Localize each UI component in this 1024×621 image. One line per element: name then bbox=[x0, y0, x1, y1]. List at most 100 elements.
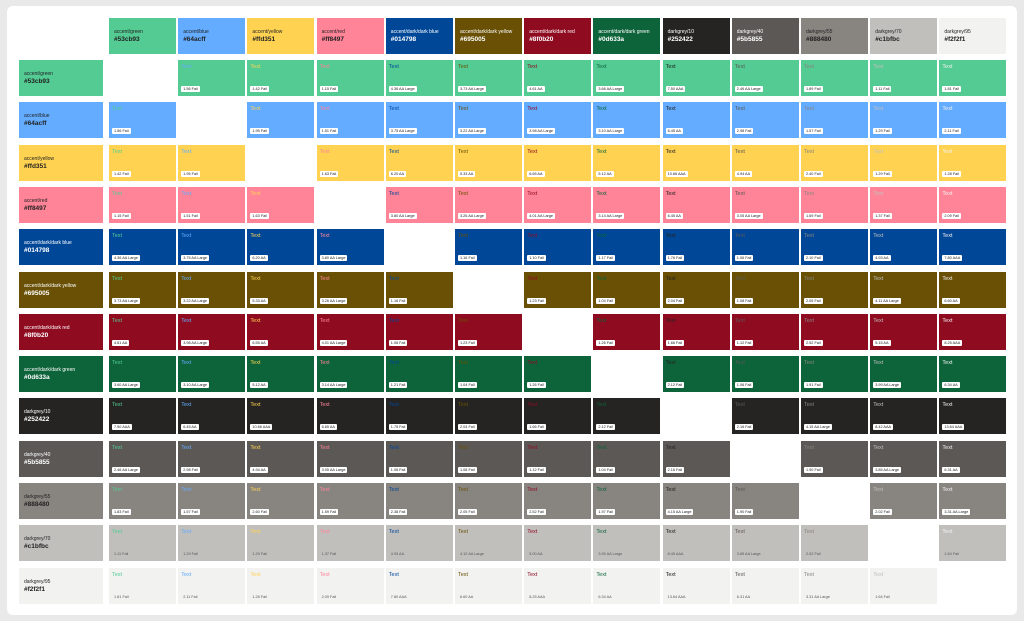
row-header: accent/yellow #ffd351 bbox=[19, 144, 103, 181]
contrast-result-badge: 3.75 AA Large bbox=[181, 255, 210, 262]
contrast-swatch: Text 3.85 AA Large bbox=[870, 440, 938, 477]
sample-text: Text bbox=[250, 106, 261, 113]
sample-text: Text bbox=[319, 64, 330, 70]
row-color-name: darkgrey/55 bbox=[24, 494, 51, 500]
contrast-swatch: Text 6.31 AA bbox=[939, 440, 1007, 477]
sample-text: Text bbox=[665, 529, 676, 536]
sample-text: Text bbox=[942, 529, 953, 536]
sample-text: Text bbox=[112, 148, 123, 155]
sample-text: Text bbox=[112, 529, 123, 536]
sample-text: Text bbox=[319, 317, 330, 324]
contrast-result-badge: 1.29 Fail bbox=[183, 552, 198, 557]
contrast-result-badge: 3.14 AA Large bbox=[319, 382, 348, 389]
contrast-result-badge: 1.12 Fail bbox=[527, 466, 546, 473]
sample-text: Text bbox=[250, 487, 261, 493]
contrast-result-badge: 1.11 Fail bbox=[114, 552, 129, 557]
contrast-result-badge: 2.16 Fail bbox=[734, 424, 754, 431]
sample-text: Text bbox=[319, 148, 330, 155]
column-color-name: darkgrey/40 bbox=[736, 29, 764, 35]
sample-text: Text bbox=[942, 275, 953, 282]
sample-text: Text bbox=[458, 487, 469, 493]
sample-text: Text bbox=[527, 487, 538, 493]
row-color-hex: #252422 bbox=[24, 416, 50, 424]
sample-text: Text bbox=[527, 233, 538, 240]
contrast-swatch: Text 1.11 Fail bbox=[109, 525, 176, 562]
contrast-swatch: Text 13.64 AAA bbox=[662, 567, 730, 604]
sample-text: Text bbox=[665, 233, 676, 240]
sample-text: Text bbox=[873, 148, 884, 155]
contrast-swatch: Text 2.98 Fail bbox=[731, 102, 799, 139]
contrast-swatch: Text 1.12 Fail bbox=[731, 313, 799, 350]
contrast-result-badge: 4.15 AA Large bbox=[665, 509, 694, 515]
contrast-result-badge: 3.60 AA Large bbox=[112, 382, 140, 389]
contrast-swatch: Text 5.33 AA bbox=[247, 271, 315, 308]
sample-text: Text bbox=[458, 444, 469, 451]
column-color-name: darkgrey/10 bbox=[667, 29, 694, 35]
contrast-swatch: Text 1.23 Fail bbox=[455, 313, 522, 350]
contrast-swatch: Text 3.73 AA Large bbox=[455, 60, 522, 96]
sample-text: Text bbox=[250, 64, 261, 70]
sample-text: Text bbox=[804, 402, 815, 409]
sample-text: Text bbox=[319, 571, 330, 578]
contrast-result-badge: 5.33 AA bbox=[250, 297, 268, 304]
contrast-result-badge: 7.80 AAA bbox=[390, 594, 407, 599]
contrast-swatch: Text 1.23 Fail bbox=[524, 271, 592, 308]
sample-text: Text bbox=[873, 487, 884, 493]
sample-text: Text bbox=[112, 233, 123, 240]
contrast-swatch: Text 1.28 Fail bbox=[247, 567, 315, 604]
contrast-swatch: Text 6.55 AA bbox=[247, 313, 315, 350]
contrast-swatch: Text 4.36 AA Large bbox=[109, 229, 176, 266]
sample-text: Text bbox=[665, 444, 676, 451]
sample-text: Text bbox=[804, 64, 815, 70]
contrast-swatch: Text 3.31 AA Large bbox=[939, 483, 1007, 519]
column-header: accent/dark/dark yellow #695005 bbox=[455, 18, 522, 54]
column-color-name: darkgrey/95 bbox=[944, 29, 971, 35]
contrast-result-badge: 2.98 Fail bbox=[181, 466, 200, 473]
sample-text: Text bbox=[734, 106, 745, 113]
contrast-result-badge: 3.98 AA Large bbox=[527, 128, 556, 135]
sample-text: Text bbox=[942, 106, 953, 113]
contrast-result-badge: 3.80 AA Large bbox=[388, 212, 417, 219]
sample-text: Text bbox=[181, 444, 192, 451]
contrast-result-badge: 4.36 AA Large bbox=[112, 255, 140, 262]
row-color-name: accent/dark/dark yellow bbox=[24, 282, 77, 289]
contrast-swatch: Text 4.94 AA bbox=[247, 440, 315, 477]
contrast-swatch: Text 13.64 AAA bbox=[939, 398, 1007, 435]
contrast-result-badge: 1.42 Fail bbox=[250, 86, 269, 92]
contrast-swatch: Text 3.99 AA Large bbox=[593, 525, 661, 562]
column-color-name: accent/blue bbox=[183, 29, 209, 35]
contrast-result-badge: 1.57 Fail bbox=[804, 128, 823, 135]
contrast-swatch: Text 4.01 AA Large bbox=[316, 313, 384, 350]
contrast-swatch: Text 1.29 Fail bbox=[870, 102, 938, 139]
contrast-swatch: Text 2.38 Fail bbox=[385, 483, 453, 519]
contrast-result-badge: 4.36 AA Large bbox=[388, 86, 417, 92]
contrast-swatch: Text 3.98 AA Large bbox=[178, 313, 246, 350]
row-color-name: accent/green bbox=[24, 71, 53, 77]
sample-text: Text bbox=[665, 487, 676, 493]
contrast-swatch: Text 1.08 Fail bbox=[731, 271, 799, 308]
contrast-result-badge: 1.12 Fail bbox=[734, 339, 754, 346]
column-color-name: darkgrey/55 bbox=[806, 29, 833, 35]
contrast-result-badge: 3.75 AA Large bbox=[388, 128, 417, 135]
sample-text: Text bbox=[388, 64, 399, 70]
contrast-result-badge: 4.12 AA Large bbox=[460, 552, 484, 557]
contrast-result-badge: 1.06 Fail bbox=[734, 382, 754, 389]
row-color-hex: #014798 bbox=[24, 247, 50, 255]
contrast-swatch: Text 5.00 AA bbox=[524, 525, 592, 562]
sample-text: Text bbox=[665, 571, 676, 578]
contrast-swatch: Text 1.81 Fail bbox=[939, 60, 1007, 96]
sample-text: Text bbox=[112, 106, 123, 113]
contrast-swatch: Text 1.56 Fail bbox=[109, 102, 176, 139]
contrast-result-badge: 3.31 AA Large bbox=[942, 509, 971, 515]
contrast-swatch: Text 10.66 AAA bbox=[247, 398, 315, 435]
sample-text: Text bbox=[665, 106, 676, 113]
contrast-result-badge: 2.02 Fail bbox=[873, 509, 892, 515]
column-color-hex: #252422 bbox=[667, 36, 693, 43]
sample-text: Text bbox=[112, 571, 123, 578]
contrast-result-badge: 1.95 Fail bbox=[181, 170, 200, 177]
contrast-swatch: Text 1.89 Fail bbox=[801, 60, 868, 96]
column-header: darkgrey/40 #5b5855 bbox=[731, 18, 799, 54]
contrast-result-badge: 3.99 AA Large bbox=[873, 382, 902, 389]
contrast-result-badge: 4.93 AA bbox=[390, 552, 405, 557]
sample-text: Text bbox=[527, 106, 538, 113]
